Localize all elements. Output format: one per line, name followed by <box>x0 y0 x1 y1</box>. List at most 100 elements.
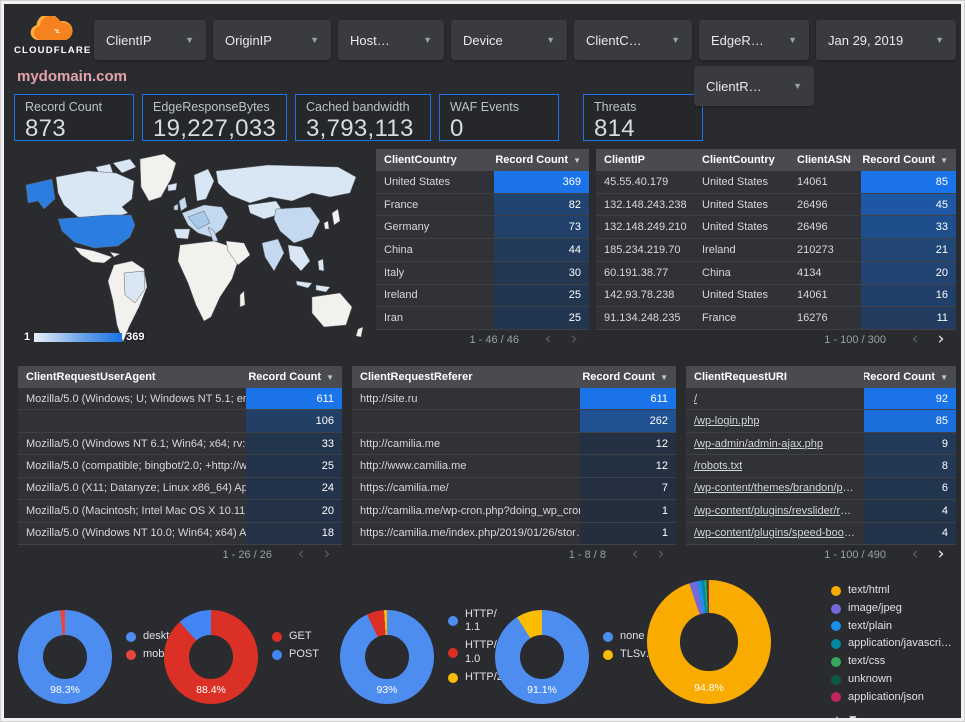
page-title: mydomain.com <box>17 68 128 85</box>
dimension-cell: 60.191.38.77 <box>604 266 669 279</box>
record-count-cell: 20 <box>246 500 342 522</box>
column-header-record count[interactable]: Record Count ▼ <box>861 154 956 166</box>
uri-link[interactable]: /robots.txt <box>694 459 743 472</box>
dimension-cell <box>352 410 580 431</box>
uri-link[interactable]: /wp-content/plugins/speed-booste… <box>694 527 856 540</box>
table-row: 262 <box>352 410 676 433</box>
filter-chip-originip[interactable]: OriginIP ▼ <box>213 20 331 60</box>
dimension-cell: 210273 <box>797 244 834 257</box>
filter-chip-device[interactable]: Device ▼ <box>451 20 567 60</box>
column-header-record count[interactable]: Record Count ▼ <box>580 371 676 383</box>
dimension-cell: China <box>702 266 731 279</box>
filter-chip-label: ClientC… <box>586 32 642 48</box>
table-row: Italy 30 <box>376 261 589 285</box>
record-count-cell: 82 <box>494 193 589 216</box>
table-row: 142.93.78.238 United States 14061 16 <box>596 284 956 308</box>
column-header-clientip[interactable]: ClientIP <box>596 154 694 166</box>
column-header-clientrequestuseragent[interactable]: ClientRequestUserAgent <box>18 371 246 383</box>
record-count-cell: 33 <box>861 216 956 239</box>
column-header-record count[interactable]: Record Count ▼ <box>864 371 956 383</box>
column-header-record count[interactable]: Record Count ▼ <box>246 371 342 383</box>
uri-link[interactable]: /wp-content/themes/brandon/plu… <box>694 482 856 495</box>
legend-item[interactable]: none <box>603 630 657 644</box>
next-page-icon[interactable]: › <box>937 329 945 349</box>
geo-map-chart[interactable]: 1 369 <box>18 149 372 349</box>
dimension-cell: 4134 <box>797 266 822 279</box>
filter-chip-clientc[interactable]: ClientC… ▼ <box>574 20 692 60</box>
pagination-range: 1 - 8 / 8 <box>568 548 606 561</box>
record-count-cell: 9 <box>864 432 956 455</box>
record-count-cell: 12 <box>580 455 676 477</box>
scorecard-label: WAF Events <box>450 100 519 114</box>
legend-color-dot <box>448 647 458 658</box>
record-count-cell: 20 <box>861 261 956 284</box>
legend-item[interactable]: application/javascri… <box>831 637 952 651</box>
dimension-cell: United States <box>702 198 769 211</box>
filter-chip-clientr[interactable]: ClientR… ▼ <box>694 66 814 106</box>
previous-page-icon[interactable]: ‹ <box>297 544 305 564</box>
filter-chip-label: Host… <box>350 32 390 48</box>
next-page-icon[interactable]: › <box>570 329 578 349</box>
previous-page-icon[interactable]: ‹ <box>911 544 919 564</box>
uri-link[interactable]: /wp-content/plugins/revslider/rs-p… <box>694 504 856 517</box>
table-row: 45.55.40.179 United States 14061 85 <box>596 171 956 194</box>
dimension-cell: /robots.txt <box>686 455 864 476</box>
cloudflare-logo: CLOUDFLARE <box>14 14 90 56</box>
legend-item[interactable]: unknown <box>831 673 952 687</box>
legend-item[interactable]: text/plain <box>831 620 952 634</box>
column-header-clientasn[interactable]: ClientASN <box>789 154 861 166</box>
uri-link[interactable]: / <box>694 392 698 405</box>
donut-chart-4[interactable]: 91.1% <box>495 610 589 704</box>
legend-item[interactable]: GET <box>272 630 319 644</box>
date-range-filter[interactable]: Jan 29, 2019 ▼ <box>816 20 956 60</box>
donut-chart-1[interactable]: 98.3% <box>18 610 112 704</box>
dimension-cell: 185.234.219.70 <box>604 244 681 257</box>
world-map <box>25 153 364 343</box>
cloudflare-cloud-icon <box>30 14 73 41</box>
donut-percentage-label: 94.8% <box>694 682 724 695</box>
filter-chip-host[interactable]: Host… ▼ <box>338 20 444 60</box>
date-range-label: Jan 29, 2019 <box>828 32 904 48</box>
legend-color-dot <box>831 692 841 703</box>
dimension-cell: 14061 <box>797 175 828 188</box>
previous-page-icon[interactable]: ‹ <box>911 329 919 349</box>
filter-chip-edger[interactable]: EdgeR… ▼ <box>699 20 809 60</box>
dimension-cell: China <box>384 244 413 257</box>
legend-item[interactable]: POST <box>272 648 319 662</box>
table-request-uri: ClientRequestURI Record Count ▼ / 92/wp-logi… <box>686 366 956 564</box>
uri-link[interactable]: /wp-login.php <box>694 415 760 428</box>
donut-chart-3[interactable]: 93% <box>340 610 434 704</box>
table-row: Mozilla/5.0 (X11; Datanyze; Linux x86_64… <box>18 477 342 501</box>
dimension-cell: France <box>702 312 737 325</box>
record-count-cell: 73 <box>494 216 589 239</box>
legend-item[interactable]: text/html <box>831 584 952 598</box>
next-page-icon[interactable]: › <box>937 544 945 564</box>
legend-item[interactable]: text/css <box>831 655 952 669</box>
donut-chart-2[interactable]: 88.4% <box>164 610 258 704</box>
column-header-clientcountry[interactable]: ClientCountry <box>694 154 789 166</box>
previous-page-icon[interactable]: ‹ <box>544 329 552 349</box>
column-header-clientrequestreferer[interactable]: ClientRequestReferer <box>352 371 580 383</box>
legend-item[interactable]: image/jpeg <box>831 602 952 616</box>
column-header-label: Record Count <box>582 371 656 383</box>
filter-chip-clientip[interactable]: ClientIP ▼ <box>94 20 206 60</box>
next-page-icon[interactable]: › <box>657 544 665 564</box>
table-row: 132.148.243.238 United States 26496 45 <box>596 193 956 217</box>
scorecard-value: 19,227,033 <box>153 115 277 142</box>
column-header-clientcountry[interactable]: ClientCountry <box>376 154 494 166</box>
donut-chart-5[interactable]: 94.8% <box>647 580 771 704</box>
legend-item[interactable]: HTTP/2 <box>448 671 503 685</box>
previous-page-icon[interactable]: ‹ <box>631 544 639 564</box>
uri-link[interactable]: /wp-admin/admin-ajax.php <box>694 437 824 450</box>
legend-pager-arrows[interactable]: ▲▼ <box>831 712 952 718</box>
next-page-icon[interactable]: › <box>323 544 331 564</box>
column-header-clientrequesturi[interactable]: ClientRequestURI <box>686 371 864 383</box>
table-row: http://site.ru 611 <box>352 388 676 411</box>
donut-percentage-label: 93% <box>376 684 398 697</box>
dimension-cell: United States <box>702 221 769 234</box>
record-count-cell: 11 <box>861 307 956 330</box>
column-header-record count[interactable]: Record Count ▼ <box>494 154 589 166</box>
legend-item[interactable]: application/json <box>831 691 952 705</box>
legend-item[interactable]: HTTP/ 1.0 <box>448 639 503 667</box>
legend-item[interactable]: HTTP/ 1.1 <box>448 608 503 636</box>
